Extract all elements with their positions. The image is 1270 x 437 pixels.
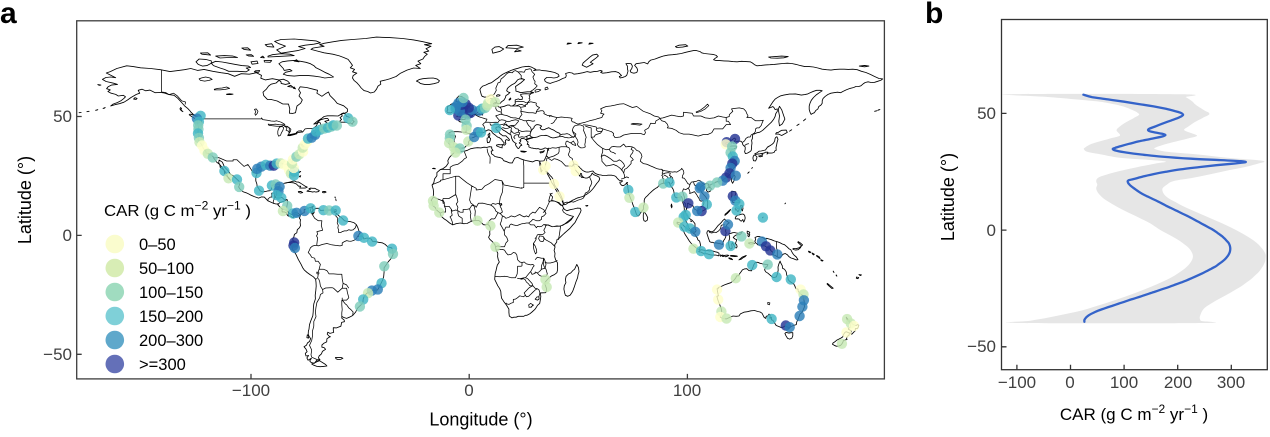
svg-text:100: 100 — [673, 381, 701, 400]
svg-text:50–100: 50–100 — [139, 260, 194, 278]
svg-text:Longitude (°): Longitude (°) — [429, 410, 532, 430]
svg-text:−50: −50 — [967, 337, 996, 356]
svg-text:150–200: 150–200 — [139, 308, 203, 326]
svg-text:Latitude (°): Latitude (°) — [15, 156, 35, 244]
svg-text:300: 300 — [1217, 373, 1245, 392]
svg-text:b: b — [925, 0, 943, 30]
svg-text:CAR (g C m−2 yr−1 ): CAR (g C m−2 yr−1 ) — [104, 201, 251, 221]
svg-text:0–50: 0–50 — [139, 236, 176, 254]
svg-text:0: 0 — [1065, 373, 1074, 392]
svg-text:200: 200 — [1164, 373, 1192, 392]
svg-text:−100: −100 — [232, 381, 270, 400]
svg-text:>=300: >=300 — [139, 356, 186, 374]
svg-text:a: a — [0, 0, 17, 30]
svg-text:50: 50 — [53, 107, 72, 126]
svg-text:0: 0 — [464, 381, 473, 400]
svg-text:100–150: 100–150 — [139, 284, 203, 302]
svg-text:0: 0 — [63, 226, 72, 245]
svg-text:200–300: 200–300 — [139, 332, 203, 350]
svg-text:0: 0 — [987, 221, 996, 240]
svg-text:Latitude (°): Latitude (°) — [938, 153, 958, 241]
svg-text:CAR (g C m−2 yr−1 ): CAR (g C m−2 yr−1 ) — [1060, 402, 1208, 424]
svg-text:−100: −100 — [998, 373, 1036, 392]
svg-text:−50: −50 — [43, 345, 72, 364]
svg-text:50: 50 — [977, 104, 996, 123]
svg-text:100: 100 — [1110, 373, 1138, 392]
